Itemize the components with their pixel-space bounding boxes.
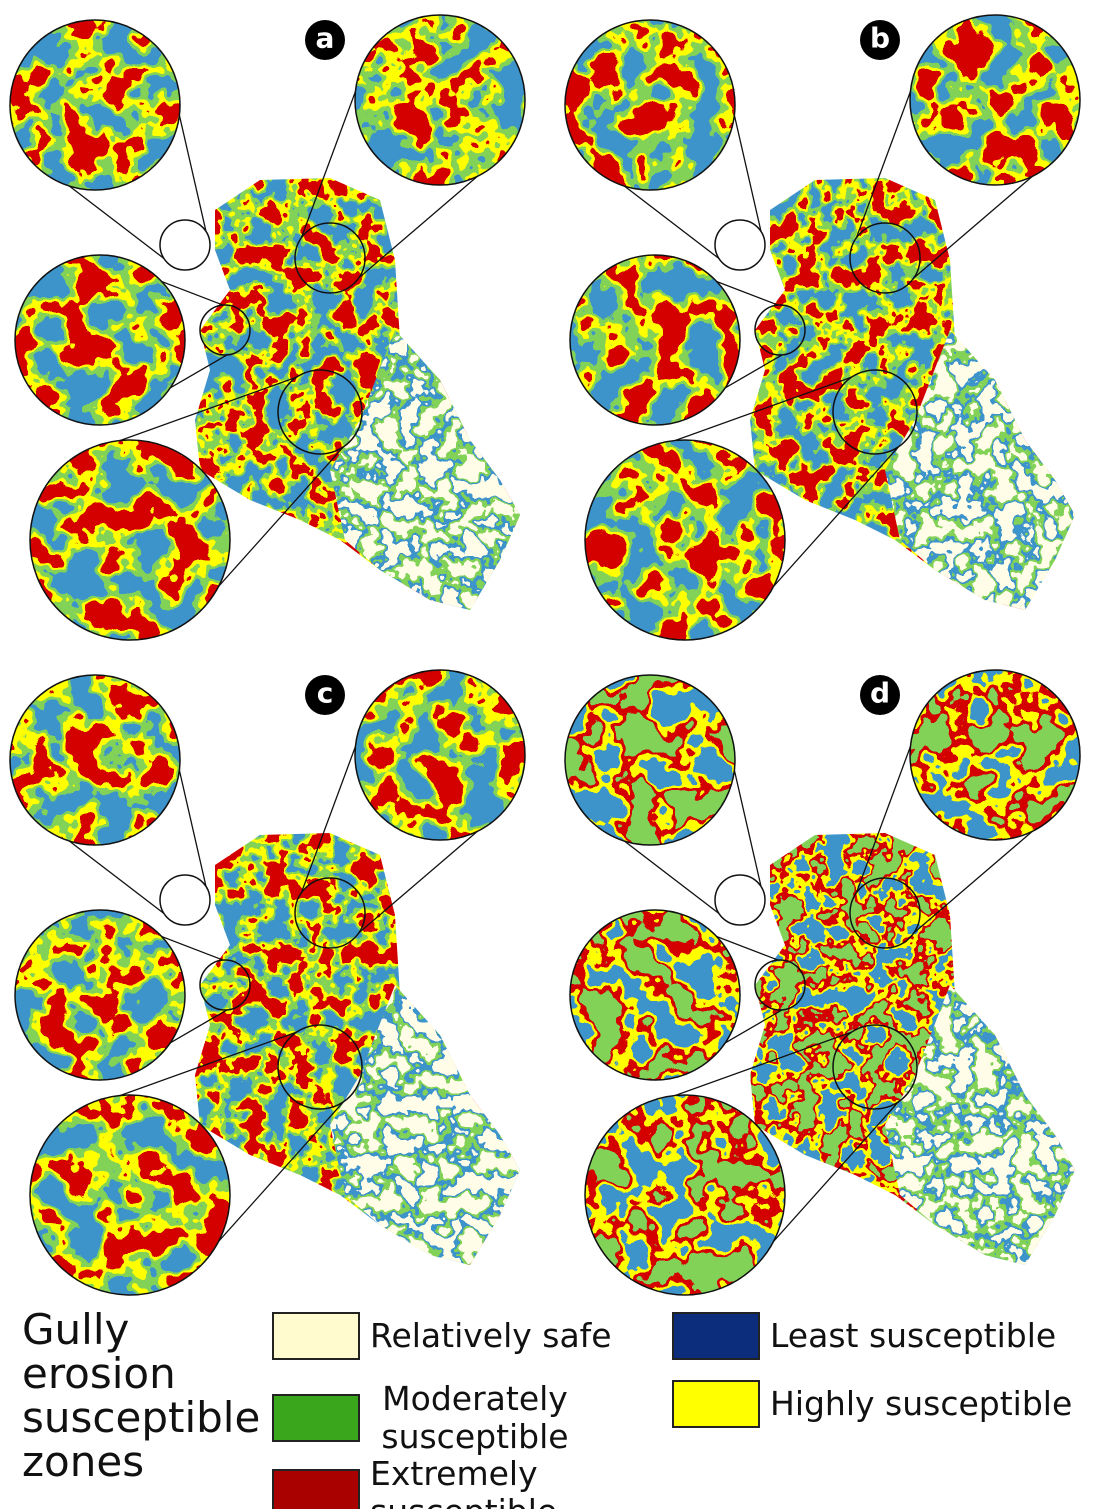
legend-title-line: Gully xyxy=(22,1308,260,1352)
map-panels: a b c d xyxy=(0,0,1110,1300)
figure: a b c d Gullyerosionsusceptiblezones Relati… xyxy=(0,0,1110,1509)
zoom-map xyxy=(15,910,185,1080)
panel-label: b xyxy=(870,22,890,55)
legend-label: Highly susceptible xyxy=(770,1385,1090,1423)
zoom-map xyxy=(10,20,180,190)
legend-item: Moderately susceptible xyxy=(272,1380,580,1456)
zoom-source xyxy=(715,220,765,270)
legend-title-line: erosion xyxy=(22,1352,260,1396)
zoom-map xyxy=(355,15,525,185)
map-panel: a xyxy=(10,15,530,640)
legend-item: Relatively safe xyxy=(272,1312,690,1360)
legend-label: Extremely susceptible xyxy=(370,1455,690,1509)
panel-label: d xyxy=(870,677,890,710)
legend-swatch xyxy=(672,1380,760,1428)
map-panel: d xyxy=(565,670,1085,1295)
zoom-map xyxy=(30,1095,230,1295)
zoom-source xyxy=(160,875,210,925)
zoom-map xyxy=(355,670,525,840)
legend-label: Relatively safe xyxy=(370,1317,690,1355)
legend-swatch xyxy=(272,1469,360,1509)
zoom-map xyxy=(570,910,740,1080)
zoom-map xyxy=(585,440,785,640)
zoom-map xyxy=(910,15,1080,185)
zoom-map xyxy=(15,255,185,425)
map-panel: c xyxy=(10,670,530,1295)
zoom-source xyxy=(715,875,765,925)
zoom-map xyxy=(910,670,1080,840)
zoom-map xyxy=(585,1095,785,1295)
legend-item: Extremely susceptible xyxy=(272,1455,690,1509)
legend-swatch xyxy=(672,1312,760,1360)
legend-swatch xyxy=(272,1312,360,1360)
zoom-map xyxy=(10,675,180,845)
legend-item: Highly susceptible xyxy=(672,1380,1090,1428)
zoom-map xyxy=(565,675,735,845)
legend-item: Least susceptible xyxy=(672,1312,1090,1360)
legend-title-line: susceptible xyxy=(22,1396,260,1440)
zoom-source xyxy=(160,220,210,270)
legend-label: Moderately susceptible xyxy=(370,1380,580,1456)
legend-swatch xyxy=(272,1394,360,1442)
panel-label: c xyxy=(317,677,334,710)
map-panel: b xyxy=(565,15,1085,640)
legend-title-line: zones xyxy=(22,1440,260,1484)
legend-label: Least susceptible xyxy=(770,1317,1090,1355)
zoom-map xyxy=(30,440,230,640)
panel-label: a xyxy=(316,22,335,55)
zoom-map xyxy=(570,255,740,425)
zoom-map xyxy=(565,20,735,190)
